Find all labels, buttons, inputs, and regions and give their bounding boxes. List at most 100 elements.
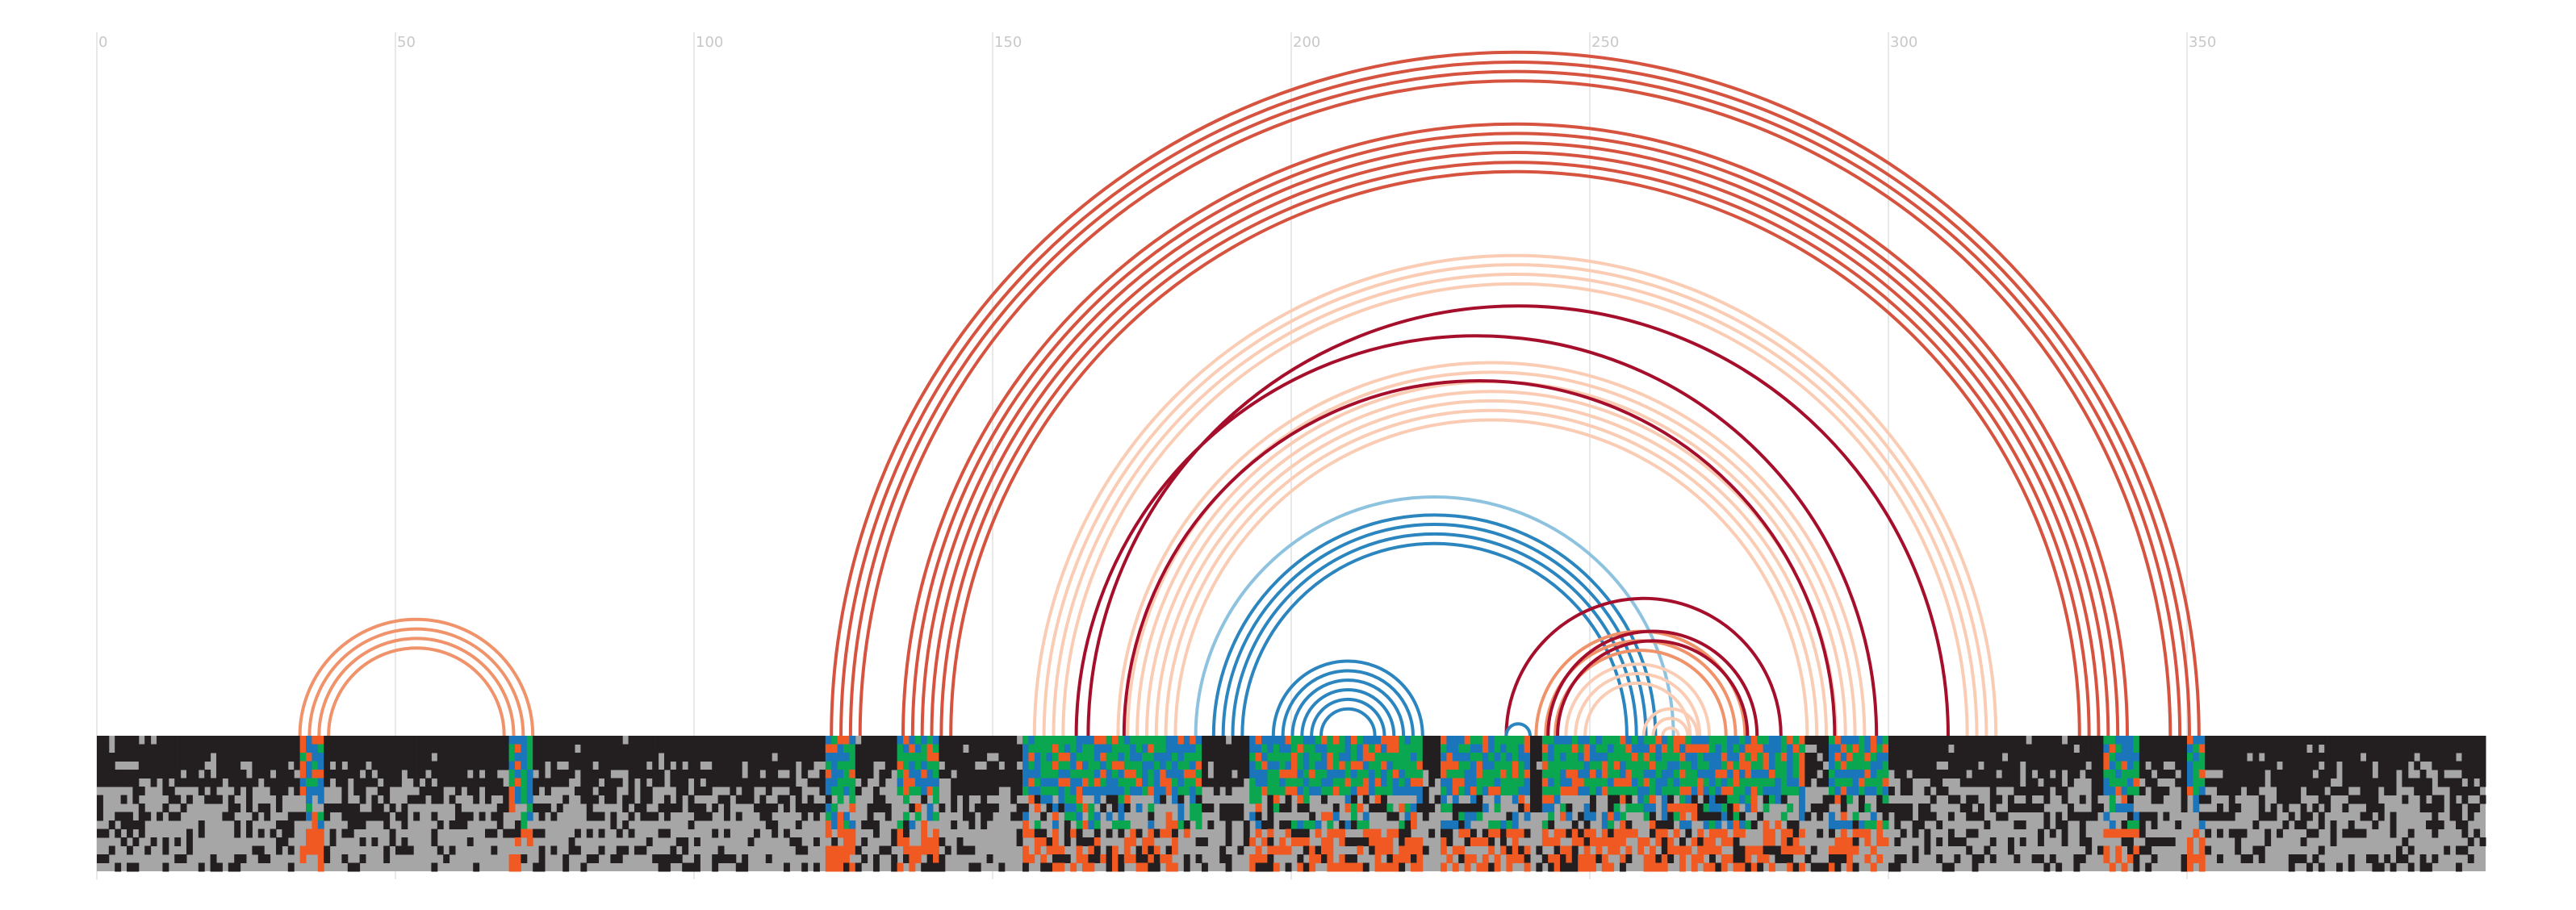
alignment-cell <box>264 854 271 863</box>
alignment-cell <box>144 770 152 779</box>
alignment-cell <box>2336 736 2343 745</box>
alignment-cell <box>1225 829 1232 838</box>
alignment-cell <box>1613 829 1620 838</box>
alignment-cell <box>1578 778 1585 787</box>
alignment-cell <box>1225 787 1232 795</box>
alignment-cell <box>1637 778 1645 787</box>
alignment-cell <box>843 753 850 762</box>
alignment-cell <box>473 744 480 753</box>
alignment-cell <box>2043 778 2051 787</box>
alignment-cell <box>2258 854 2265 863</box>
alignment-cell <box>1070 778 1077 787</box>
alignment-cell <box>1422 787 1429 795</box>
alignment-cell <box>1763 820 1770 829</box>
alignment-cell <box>2139 820 2146 829</box>
alignment-cell <box>2288 770 2295 779</box>
alignment-cell <box>598 770 605 779</box>
alignment-cell <box>1906 778 1913 787</box>
alignment-cell <box>1225 854 1232 863</box>
alignment-cell <box>1148 787 1155 795</box>
alignment-cell <box>675 753 683 762</box>
alignment-cell <box>586 854 593 863</box>
alignment-cell <box>1100 761 1107 770</box>
alignment-cell <box>1859 795 1865 804</box>
alignment-cell <box>1381 753 1387 762</box>
alignment-cell <box>1386 812 1394 821</box>
alignment-cell <box>1309 761 1316 770</box>
arc <box>1042 263 1988 737</box>
alignment-cell <box>1608 770 1615 779</box>
alignment-cell <box>730 761 737 770</box>
alignment-cell <box>1733 837 1740 846</box>
alignment-cell <box>1590 829 1596 838</box>
alignment-cell <box>1165 736 1173 745</box>
alignment-cell <box>1739 736 1746 745</box>
alignment-cell <box>1536 795 1543 804</box>
alignment-cell <box>2163 753 2170 762</box>
alignment-cell <box>956 736 964 745</box>
alignment-cell <box>1010 770 1018 779</box>
alignment-cell <box>1631 753 1638 762</box>
alignment-cell <box>2055 812 2063 821</box>
alignment-cell <box>2193 854 2200 863</box>
alignment-cell <box>1548 812 1555 821</box>
alignment-cell <box>2038 787 2044 795</box>
alignment-cell <box>2127 753 2134 762</box>
alignment-cell <box>180 761 187 770</box>
alignment-cell <box>413 770 420 779</box>
alignment-cell <box>2456 845 2462 855</box>
alignment-cell <box>1697 812 1704 821</box>
alignment-cell <box>640 845 647 855</box>
alignment-cell <box>1112 770 1119 779</box>
alignment-cell <box>282 736 289 745</box>
alignment-cell <box>1775 787 1782 795</box>
alignment-cell <box>717 845 725 855</box>
alignment-cell <box>545 787 551 795</box>
alignment-cell <box>228 753 235 762</box>
alignment-cell <box>1792 744 1800 753</box>
alignment-cell <box>2384 778 2391 787</box>
alignment-cell <box>1679 854 1686 863</box>
alignment-cell <box>97 854 103 863</box>
alignment-cell <box>533 787 540 795</box>
alignment-cell <box>1984 820 1991 829</box>
alignment-cell <box>1165 761 1173 770</box>
alignment-cell <box>473 862 480 872</box>
alignment-cell <box>1297 770 1304 779</box>
alignment-cell <box>2252 770 2260 779</box>
alignment-cell <box>449 770 456 779</box>
alignment-cell <box>1392 761 1399 770</box>
alignment-cell <box>270 744 277 753</box>
alignment-cell <box>682 770 689 779</box>
arc <box>949 169 2081 737</box>
alignment-cell <box>1476 736 1483 745</box>
alignment-cell <box>1237 812 1244 821</box>
alignment-cell <box>1446 778 1453 787</box>
alignment-cell <box>646 812 653 821</box>
alignment-cell <box>1207 820 1215 829</box>
alignment-cell <box>813 837 820 846</box>
alignment-cell <box>503 829 510 838</box>
alignment-cell <box>2348 829 2355 838</box>
alignment-cell <box>634 753 641 762</box>
alignment-cell <box>1106 829 1113 838</box>
alignment-cell <box>461 820 468 829</box>
alignment-cell <box>2288 795 2295 804</box>
alignment-cell <box>801 845 809 855</box>
alignment-cell <box>1392 787 1399 795</box>
alignment-cell <box>1112 736 1119 745</box>
alignment-cell <box>2103 761 2110 770</box>
alignment-cell <box>568 837 575 846</box>
alignment-cell <box>634 736 641 745</box>
alignment-cell <box>2019 736 2026 745</box>
alignment-cell <box>1207 778 1215 787</box>
alignment-cell <box>2312 761 2319 770</box>
alignment-cell <box>867 736 874 745</box>
alignment-cell <box>1769 761 1775 770</box>
alignment-cell <box>1512 845 1519 855</box>
alignment-cell <box>717 736 725 745</box>
alignment-cell <box>1757 753 1764 762</box>
alignment-cell <box>1082 744 1089 753</box>
alignment-cell <box>2103 744 2110 753</box>
alignment-cell <box>646 736 653 745</box>
